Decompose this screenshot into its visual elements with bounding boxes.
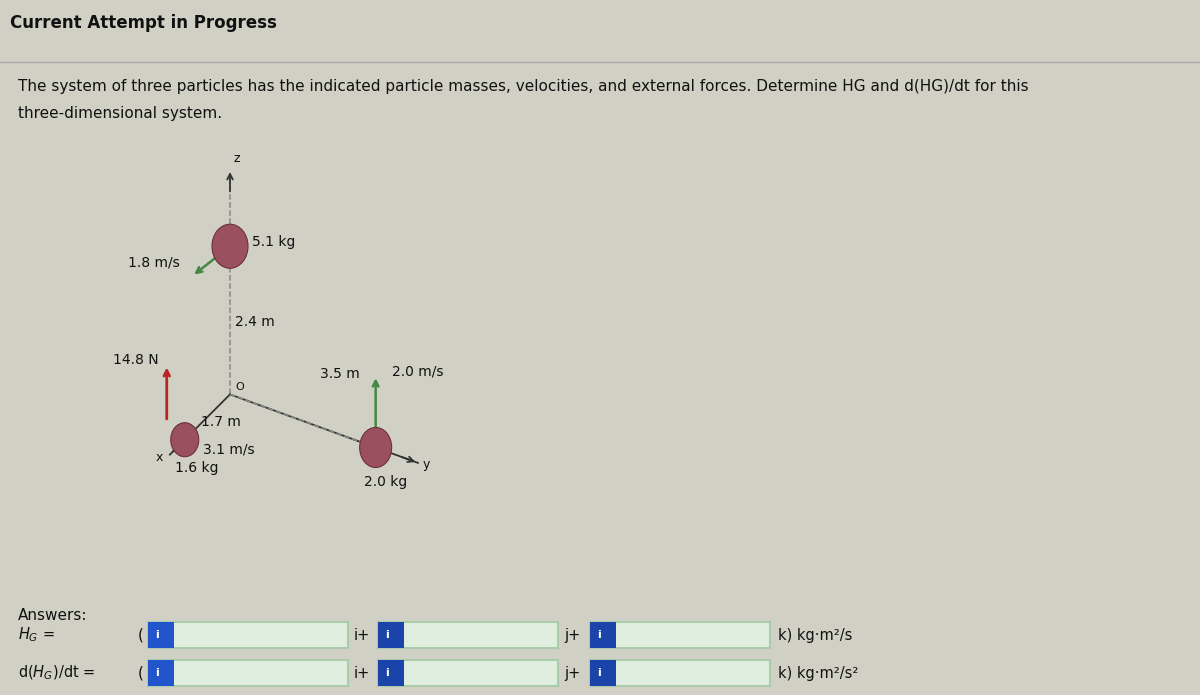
FancyBboxPatch shape: [590, 660, 770, 686]
Text: i+: i+: [354, 628, 371, 643]
Text: Answers:: Answers:: [18, 608, 88, 623]
Text: $H_G$ =: $H_G$ =: [18, 626, 55, 644]
FancyBboxPatch shape: [378, 660, 404, 686]
Text: 14.8 N: 14.8 N: [113, 352, 158, 367]
Text: 2.0 kg: 2.0 kg: [364, 475, 407, 489]
Text: 2.0 m/s: 2.0 m/s: [391, 364, 443, 378]
Text: 3.1 m/s: 3.1 m/s: [203, 443, 254, 457]
FancyBboxPatch shape: [378, 622, 404, 648]
Text: (: (: [138, 666, 144, 680]
Text: y: y: [422, 458, 431, 471]
Text: The system of three particles has the indicated particle masses, velocities, and: The system of three particles has the in…: [18, 79, 1028, 94]
Text: d($H_G$)/dt =: d($H_G$)/dt =: [18, 664, 95, 682]
Text: i: i: [598, 630, 601, 640]
Text: i: i: [385, 630, 389, 640]
Ellipse shape: [360, 427, 391, 468]
Text: i: i: [598, 668, 601, 678]
Text: (: (: [138, 628, 144, 643]
Text: k) kg·m²/s: k) kg·m²/s: [778, 628, 852, 643]
Text: j+: j+: [564, 666, 581, 680]
Text: three-dimensional system.: three-dimensional system.: [18, 106, 222, 121]
Text: i+: i+: [354, 666, 371, 680]
Text: 1.7 m: 1.7 m: [200, 415, 241, 429]
Text: 5.1 kg: 5.1 kg: [252, 235, 295, 250]
Text: Current Attempt in Progress: Current Attempt in Progress: [10, 14, 277, 32]
FancyBboxPatch shape: [378, 660, 558, 686]
Text: k) kg·m²/s²: k) kg·m²/s²: [778, 666, 858, 680]
FancyBboxPatch shape: [148, 660, 348, 686]
Text: j+: j+: [564, 628, 581, 643]
Text: 1.8 m/s: 1.8 m/s: [128, 255, 180, 269]
FancyBboxPatch shape: [378, 622, 558, 648]
Ellipse shape: [212, 224, 248, 268]
Text: O: O: [235, 382, 244, 393]
FancyBboxPatch shape: [148, 622, 348, 648]
FancyBboxPatch shape: [148, 622, 174, 648]
FancyBboxPatch shape: [148, 660, 174, 686]
Text: 2.4 m: 2.4 m: [235, 316, 275, 329]
Text: z: z: [234, 152, 240, 165]
Text: 3.5 m: 3.5 m: [320, 368, 360, 382]
Text: 1.6 kg: 1.6 kg: [175, 461, 218, 475]
FancyBboxPatch shape: [590, 660, 616, 686]
Text: i: i: [155, 630, 158, 640]
Text: x: x: [156, 450, 163, 464]
FancyBboxPatch shape: [590, 622, 770, 648]
Text: i: i: [155, 668, 158, 678]
Text: i: i: [385, 668, 389, 678]
FancyBboxPatch shape: [590, 622, 616, 648]
Ellipse shape: [170, 423, 199, 457]
